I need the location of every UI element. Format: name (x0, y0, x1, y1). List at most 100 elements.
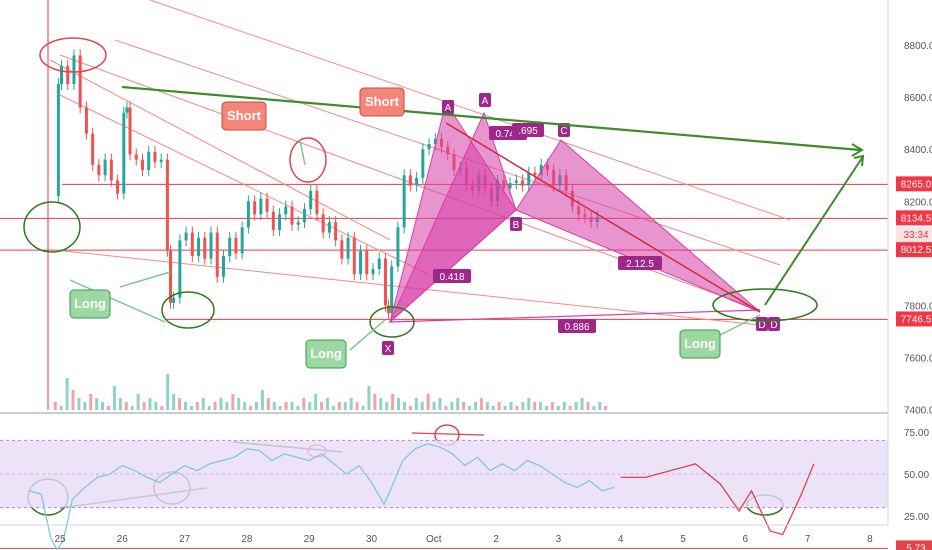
pattern-point-box (479, 93, 491, 107)
date-tick-label: 26 (117, 534, 129, 545)
volume-bar (545, 406, 549, 410)
price-label-box (896, 176, 932, 192)
oscillator-layer (0, 412, 888, 550)
candle-body (527, 172, 531, 186)
pattern-point-label: C (560, 126, 567, 137)
volume-bar (402, 402, 406, 410)
price-tick-label: 7600.0 (904, 354, 932, 365)
candle-body (321, 214, 325, 233)
price-label-box (896, 311, 932, 327)
highlight-ellipse (39, 37, 107, 73)
pattern-ratio-box (558, 319, 596, 333)
price-tick-label: 8200.0 (904, 197, 932, 208)
pattern-point-label: B (513, 220, 520, 231)
volume-bar (278, 406, 282, 410)
candle-body (172, 297, 176, 303)
volume-bar (178, 398, 182, 410)
price-tick-label: 8600.0 (904, 93, 932, 104)
candle-body (415, 177, 419, 186)
volume-bar (195, 402, 199, 410)
candle-body (346, 237, 350, 259)
volume-bar (598, 402, 602, 410)
volume-bar (136, 394, 140, 410)
volume-bar (296, 406, 300, 410)
highlight-ellipse (161, 291, 215, 329)
volume-bar (521, 402, 525, 410)
candle-body (91, 133, 95, 165)
rsi-current-label: 5.73 (906, 543, 926, 550)
volume-bar (343, 402, 347, 410)
volume-bar (231, 394, 235, 410)
volume-bar (290, 402, 294, 410)
volume-bar (166, 374, 170, 410)
pattern-ad-line (445, 122, 761, 313)
candle-body (190, 232, 194, 257)
candle-body (125, 107, 129, 113)
long-callout-label: Long (74, 296, 106, 311)
rsi-series-0 (28, 443, 615, 550)
highlight-ellipse (289, 137, 327, 183)
volume-bar (468, 406, 472, 410)
pattern-ratio-label: 0.886 (564, 322, 589, 333)
volume-bar (414, 398, 418, 410)
rsi-tick-label: 75.00 (904, 428, 929, 439)
candle-body (169, 250, 173, 303)
volume-bar (391, 394, 395, 410)
candle-body (402, 175, 406, 228)
volume-bar (515, 406, 519, 410)
price-label-box (896, 227, 932, 243)
price-tick-label: 8800.0 (904, 41, 932, 52)
candle-body (84, 107, 88, 134)
price-label-box (896, 242, 932, 258)
candle-body (97, 164, 101, 176)
volume-bar (207, 406, 211, 410)
volume-bar (556, 406, 560, 410)
volume-bar (491, 406, 495, 410)
volume-bar (83, 402, 87, 410)
date-tick-label: 30 (366, 534, 378, 545)
candle-body (377, 258, 381, 270)
long-callout-label: Long (684, 336, 716, 351)
volume-bar (160, 406, 164, 410)
pattern-ratio-label: .695 (518, 126, 538, 137)
candle-body (309, 190, 313, 210)
long-callout-label: Long (310, 346, 342, 361)
volume-bar (225, 402, 229, 410)
pattern-point-box (442, 100, 454, 114)
volume-bar (456, 398, 460, 410)
candle-body (234, 237, 238, 254)
volume-bar (580, 398, 584, 410)
volume-bar (95, 398, 99, 410)
callout-pointer (349, 319, 386, 351)
callout-pointer (69, 279, 166, 323)
volume-bar (77, 398, 81, 410)
candle-body (302, 209, 306, 223)
volume-bar (107, 406, 111, 410)
pattern-ratio-label: 0.745 (495, 129, 520, 140)
candle-body (421, 149, 425, 178)
volume-bar (533, 402, 537, 410)
volume-bar (183, 402, 187, 410)
volume-bar (154, 402, 158, 410)
candle-body (514, 180, 518, 184)
candle-body (197, 237, 201, 257)
candle-body (103, 159, 107, 176)
candle-body (427, 143, 431, 150)
price-tick-label: 8400.0 (904, 145, 932, 156)
volume-bar (254, 402, 258, 410)
price-tick-label: 7400.0 (904, 406, 932, 417)
candle-body (209, 232, 213, 259)
candle-body (371, 269, 375, 275)
rsi-trendline (411, 432, 485, 436)
candle-body (383, 258, 387, 306)
candle-body (147, 151, 151, 171)
pattern-ratio-label: 2.12.5 (626, 259, 654, 270)
price-tick-label: 7800.0 (904, 302, 932, 313)
volume-bar (130, 406, 134, 410)
volume-bar (373, 394, 377, 410)
callout-pointer (299, 139, 306, 166)
volume-layer (53, 374, 608, 410)
candle-body (340, 240, 344, 259)
